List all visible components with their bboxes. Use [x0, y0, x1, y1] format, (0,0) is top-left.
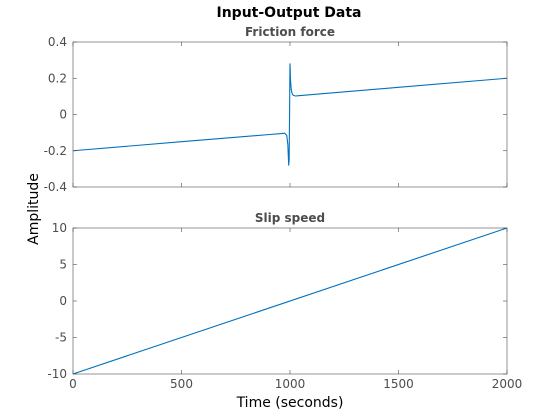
slip-speed-chart: Slip speed 0 500 1000 1500 2000 -10 -5 0 5 10 Time … — [47, 211, 522, 411]
slip-speed-y-tick-label: 10 — [52, 221, 67, 235]
friction-force-title: Friction force — [245, 25, 335, 39]
slip-speed-title: Slip speed — [255, 211, 325, 225]
friction-force-y-tick-label: 0.4 — [48, 35, 67, 49]
slip-speed-x-tick-label: 0 — [69, 377, 77, 391]
slip-speed-x-tick-label: 2000 — [492, 377, 523, 391]
slip-speed-x-axis-label: Time (seconds) — [236, 395, 344, 411]
friction-force-y-tick-label: 0.2 — [48, 71, 67, 85]
slip-speed-series-line — [72, 227, 508, 375]
figure-title: Input-Output Data — [217, 5, 362, 21]
slip-speed-x-tick-label: 1500 — [383, 377, 414, 391]
slip-speed-y-tick-label: -5 — [55, 331, 67, 345]
slip-speed-y-tick-label: 5 — [59, 258, 67, 272]
friction-force-y-tick-label: -0.2 — [44, 144, 67, 158]
friction-force-y-tick-label: 0 — [59, 108, 67, 122]
shared-y-axis-label: Amplitude — [26, 173, 42, 245]
slip-speed-x-tick-label: 500 — [170, 377, 193, 391]
slip-speed-y-tick-label: 0 — [59, 294, 67, 308]
friction-force-chart: Friction force -0.4 -0.2 0 0.2 0.4 — [44, 25, 508, 194]
slip-speed-x-tick-label: 1000 — [275, 377, 306, 391]
slip-speed-y-tick-label: -10 — [47, 367, 67, 381]
friction-force-y-tick-label: -0.4 — [44, 180, 67, 194]
friction-force-series-line — [72, 63, 508, 166]
axes-group: Friction force -0.4 -0.2 0 0.2 0.4 Slip speed 0… — [44, 25, 523, 411]
